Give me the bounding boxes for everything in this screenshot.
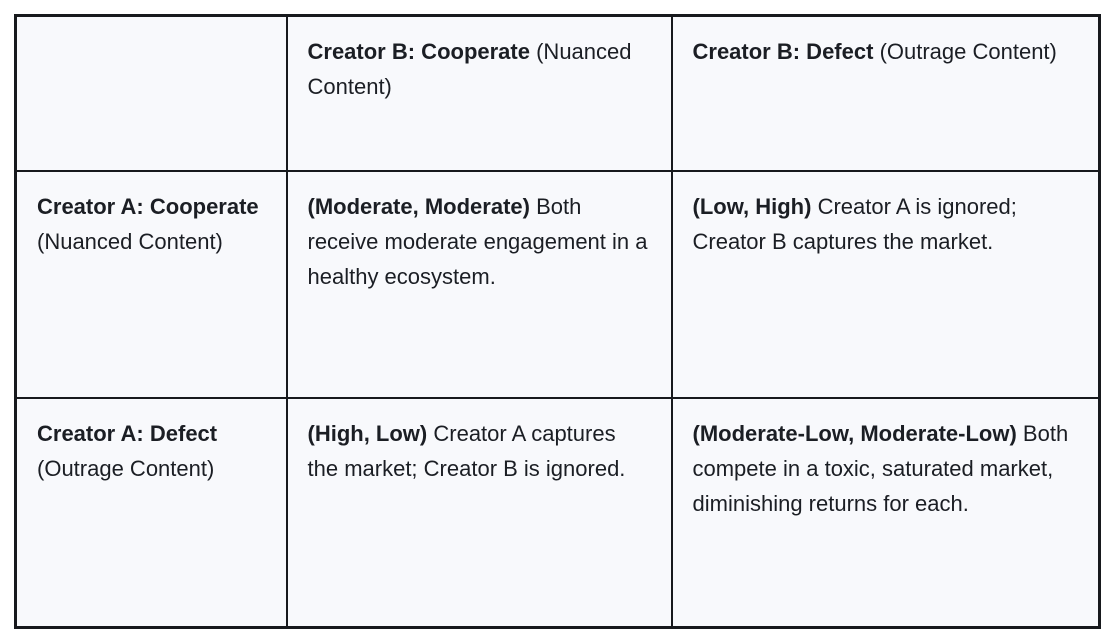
payoff-tuple: (High, Low) [307, 420, 428, 446]
row-header-creator-a-cooperate: Creator A: Cooperate (Nuanced Content) [14, 169, 288, 399]
corner-cell [14, 14, 288, 172]
column-header-creator-b-cooperate: Creator B: Cooperate (Nuanced Content) [285, 14, 673, 172]
column-header-title: Creator B: Defect [692, 39, 874, 64]
column-header-creator-b-defect: Creator B: Defect (Outrage Content) [670, 14, 1101, 172]
payoff-tuple: (Moderate, Moderate) [307, 193, 530, 219]
payoff-description: Creator A captures the market; Creator B… [307, 420, 626, 481]
column-header-row: Creator B: Cooperate (Nuanced Content) C… [14, 14, 1101, 172]
payoff-cell-defect-defect: (Moderate-Low, Moderate-Low) Both compet… [670, 396, 1101, 629]
row-header-title: Creator A: Defect [37, 420, 218, 446]
row-header-subtitle: (Nuanced Content) [37, 228, 223, 254]
row-header-creator-a-defect: Creator A: Defect (Outrage Content) [14, 396, 288, 629]
payoff-cell-cooperate-cooperate: (Moderate, Moderate) Both receive modera… [285, 169, 673, 399]
row-header-subtitle: (Outrage Content) [37, 455, 215, 481]
column-header-subtitle: (Nuanced Content) [307, 39, 632, 99]
row-header-title: Creator A: Cooperate [37, 193, 259, 219]
creator-a-cooperate-row: Creator A: Cooperate (Nuanced Content) (… [14, 169, 1101, 399]
payoff-description: Creator A is ignored; Creator B captures… [692, 193, 1017, 254]
creator-a-defect-row: Creator A: Defect (Outrage Content) (Hig… [14, 396, 1101, 629]
payoff-description: Both compete in a toxic, saturated marke… [692, 420, 1069, 516]
payoff-description: Both receive moderate engagement in a he… [307, 193, 648, 289]
column-header-subtitle: (Outrage Content) [879, 39, 1057, 64]
column-header-title: Creator B: Cooperate [307, 39, 530, 64]
payoff-matrix-table: Creator B: Cooperate (Nuanced Content) C… [14, 14, 1101, 629]
payoff-tuple: (Moderate-Low, Moderate-Low) [692, 420, 1017, 446]
payoff-cell-defect-cooperate: (High, Low) Creator A captures the marke… [285, 396, 673, 629]
payoff-tuple: (Low, High) [692, 193, 812, 219]
payoff-cell-cooperate-defect: (Low, High) Creator A is ignored; Creato… [670, 169, 1101, 399]
